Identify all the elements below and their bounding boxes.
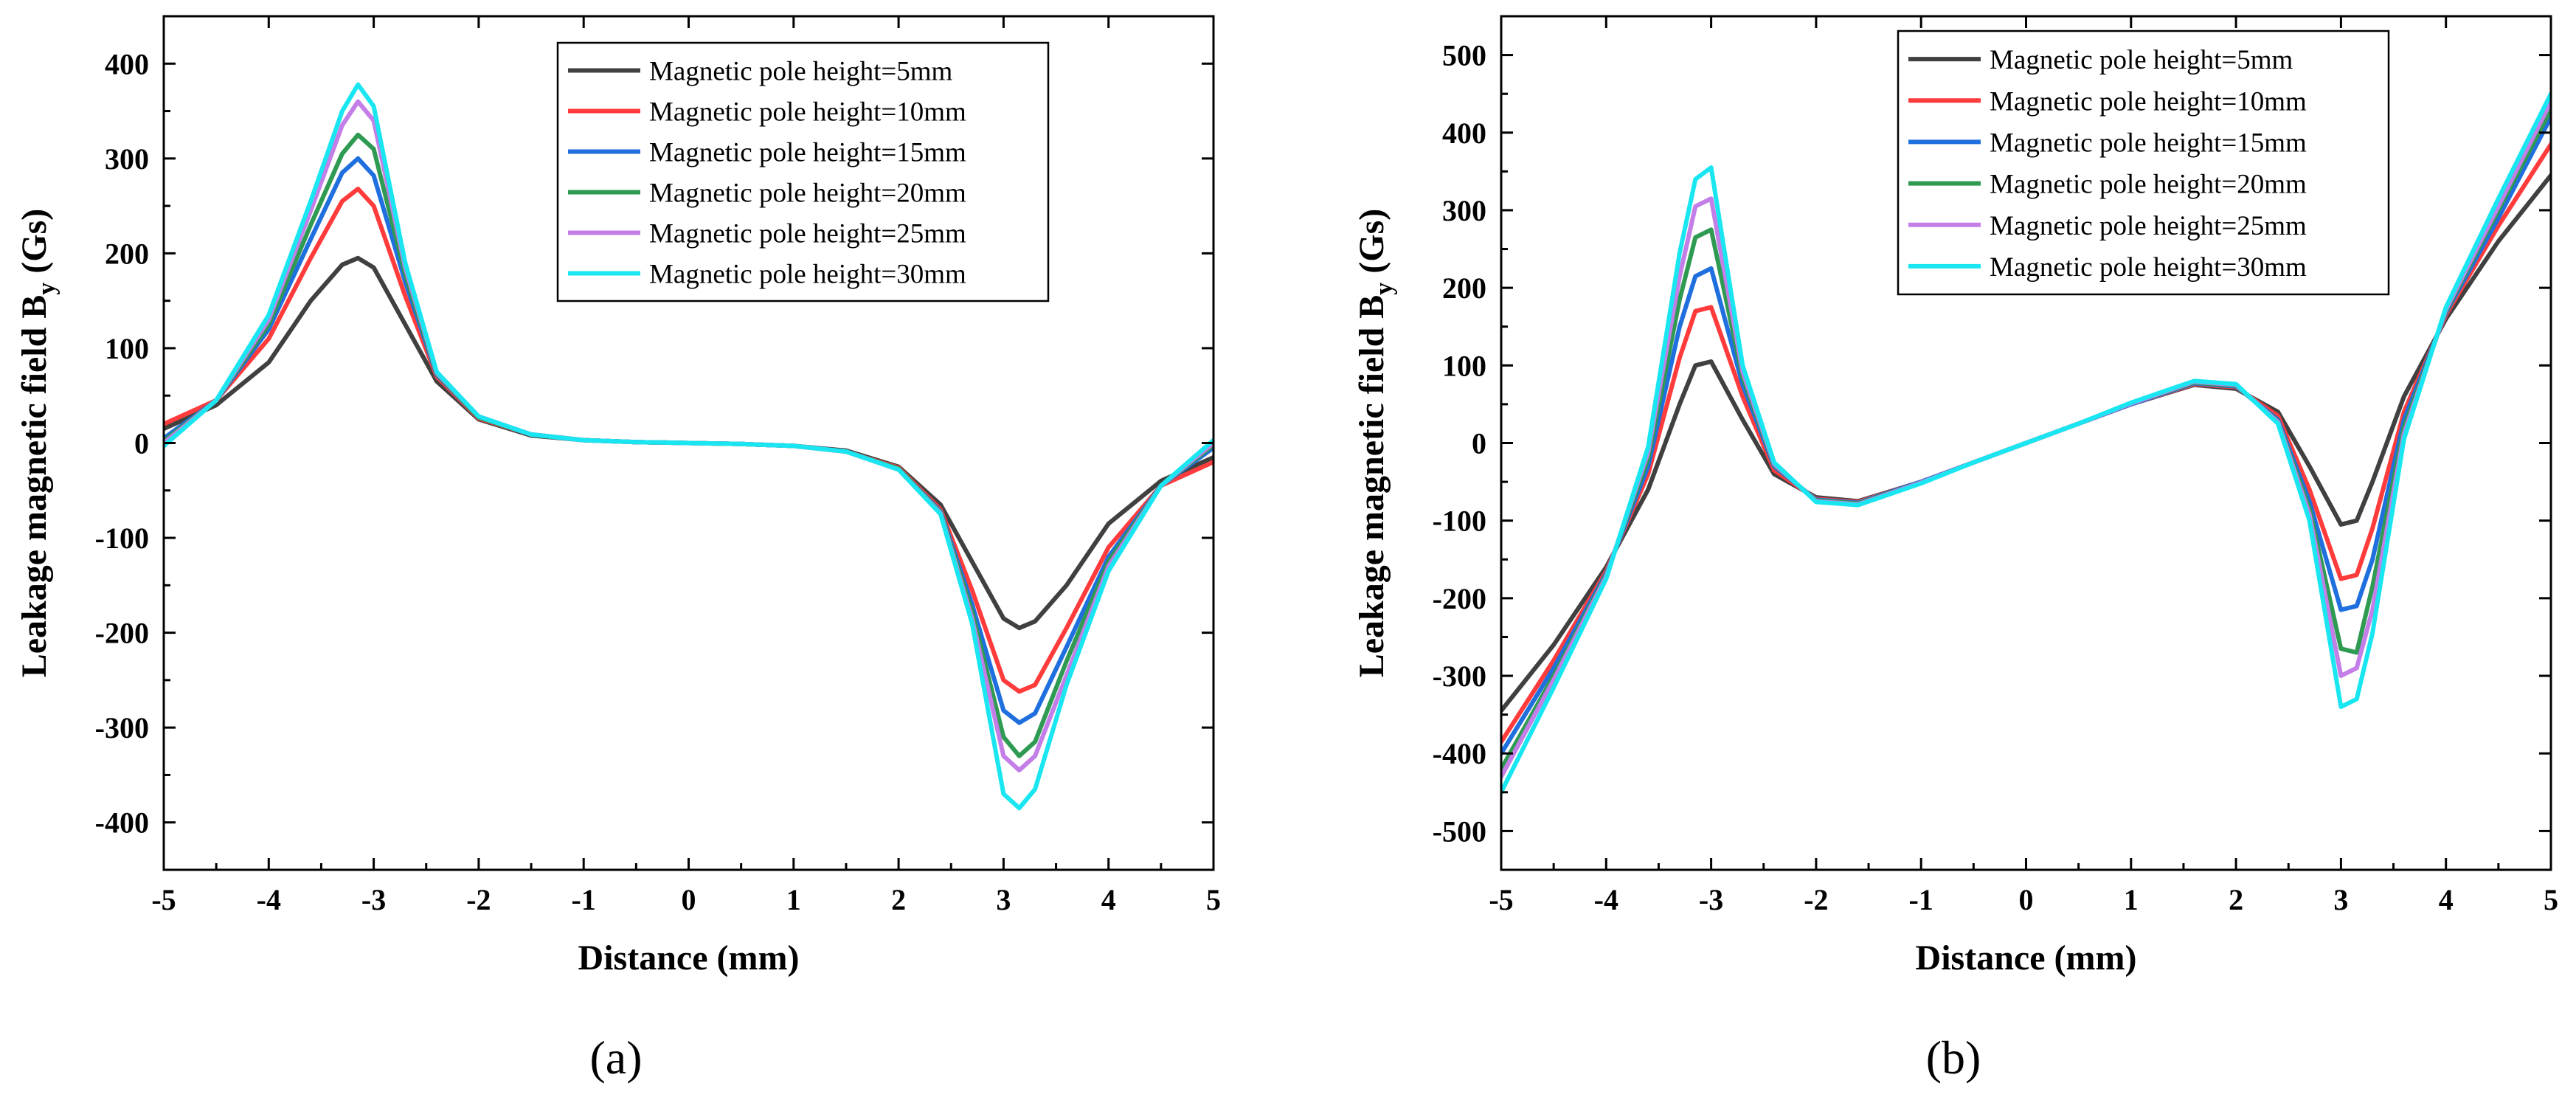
- legend-label-4: Magnetic pole height=20mm: [1990, 170, 2307, 200]
- legend-label-2: Magnetic pole height=10mm: [649, 97, 966, 128]
- y-tick-label: -400: [1433, 737, 1486, 770]
- x-tick-label: 5: [1206, 883, 1221, 916]
- x-tick-label: 3: [2333, 883, 2348, 916]
- figure: -5 -4 -3 -2 -1 0 1 2 3 4 5-400-300-200-10001002003…: [0, 0, 2576, 1100]
- x-axis-title: Distance (mm): [1916, 938, 2137, 978]
- x-tick-label: -5: [1489, 883, 1513, 916]
- y-axis-title-unit: (Gs): [1352, 209, 1391, 283]
- y-axis-title: Leakage magnetic field By (Gs): [15, 209, 60, 678]
- legend: Magnetic pole height=5mm Magnetic pole he…: [558, 43, 1048, 301]
- y-tick-label: 400: [1442, 117, 1486, 150]
- y-tick-label: -400: [95, 806, 149, 840]
- x-tick-label: -2: [466, 883, 491, 916]
- x-tick-label: 3: [996, 883, 1011, 916]
- y-tick-label: -100: [1433, 505, 1486, 538]
- x-tick-label: 0: [682, 883, 696, 916]
- y-axis-title-unit: (Gs): [15, 209, 54, 283]
- x-tick-label: -1: [572, 883, 596, 916]
- y-tick-label: 0: [134, 427, 149, 460]
- x-tick-label: 4: [2439, 883, 2454, 916]
- x-tick-label: -4: [257, 883, 281, 916]
- y-tick-label: 200: [105, 237, 149, 270]
- y-tick-label: 100: [1442, 349, 1486, 382]
- y-tick-label: -300: [95, 711, 149, 744]
- x-tick-label: -1: [1909, 883, 1933, 916]
- y-axis-title-subscript: y: [1371, 283, 1398, 295]
- panel-label: (b): [1926, 1031, 1981, 1084]
- legend-label-5: Magnetic pole height=25mm: [1990, 211, 2307, 241]
- y-tick-label: 300: [1442, 194, 1486, 227]
- x-tick-label: 1: [786, 883, 801, 916]
- y-tick-label: -200: [1433, 582, 1486, 615]
- x-tick-label: 1: [2124, 883, 2139, 916]
- legend: Magnetic pole height=5mm Magnetic pole he…: [1898, 31, 2389, 294]
- legend-label-1: Magnetic pole height=5mm: [1990, 45, 2293, 75]
- legend-label-2: Magnetic pole height=10mm: [1990, 86, 2307, 117]
- legend-label-6: Magnetic pole height=30mm: [649, 260, 966, 290]
- chart-panel-a: -5 -4 -3 -2 -1 0 1 2 3 4 5 -400 -300 -200 -100 0 100 200 3…: [15, 16, 1221, 978]
- x-axis-title: Distance (mm): [578, 938, 800, 978]
- y-tick-label: 0: [1472, 427, 1486, 460]
- y-axis-title-main: Leakage magnetic field B: [15, 295, 54, 678]
- y-tick-label: 300: [105, 142, 149, 176]
- legend-label-5: Magnetic pole height=25mm: [649, 219, 966, 249]
- y-tick-label: -300: [1433, 660, 1486, 693]
- legend-label-4: Magnetic pole height=20mm: [649, 179, 966, 209]
- x-tick-label: -3: [361, 883, 386, 916]
- y-axis-title: Leakage magnetic field By (Gs): [1352, 209, 1398, 678]
- legend-label-6: Magnetic pole height=30mm: [1990, 252, 2307, 283]
- chart-panel-b: -5 -4 -3 -2 -1 0 1 2 3 4 5 -500 -400 -300 -200 -100 0 100…: [1352, 16, 2558, 978]
- legend-label-1: Magnetic pole height=5mm: [649, 57, 953, 87]
- x-tick-label: 0: [2019, 883, 2034, 916]
- x-tick-label: -3: [1699, 883, 1723, 916]
- y-tick-label: -500: [1433, 814, 1486, 848]
- legend-label-3: Magnetic pole height=15mm: [649, 138, 966, 168]
- legend-label-3: Magnetic pole height=15mm: [1990, 128, 2307, 158]
- y-tick-label: 200: [1442, 271, 1486, 305]
- y-tick-label: 100: [105, 332, 149, 365]
- x-tick-label: -2: [1804, 883, 1828, 916]
- y-tick-label: 400: [105, 47, 149, 80]
- y-axis-title-subscript: y: [33, 283, 60, 295]
- panel-label: (a): [589, 1031, 642, 1084]
- y-tick-label: -200: [95, 617, 149, 650]
- x-tick-label: -5: [151, 883, 176, 916]
- x-tick-label: 5: [2544, 883, 2558, 916]
- y-axis-title-main: Leakage magnetic field B: [1352, 295, 1391, 678]
- x-tick-label: 2: [2229, 883, 2243, 916]
- y-tick-label: 500: [1442, 39, 1486, 72]
- x-tick-label: 4: [1101, 883, 1116, 916]
- x-tick-label: -4: [1594, 883, 1618, 916]
- y-tick-label: -100: [95, 522, 149, 555]
- x-tick-label: 2: [891, 883, 906, 916]
